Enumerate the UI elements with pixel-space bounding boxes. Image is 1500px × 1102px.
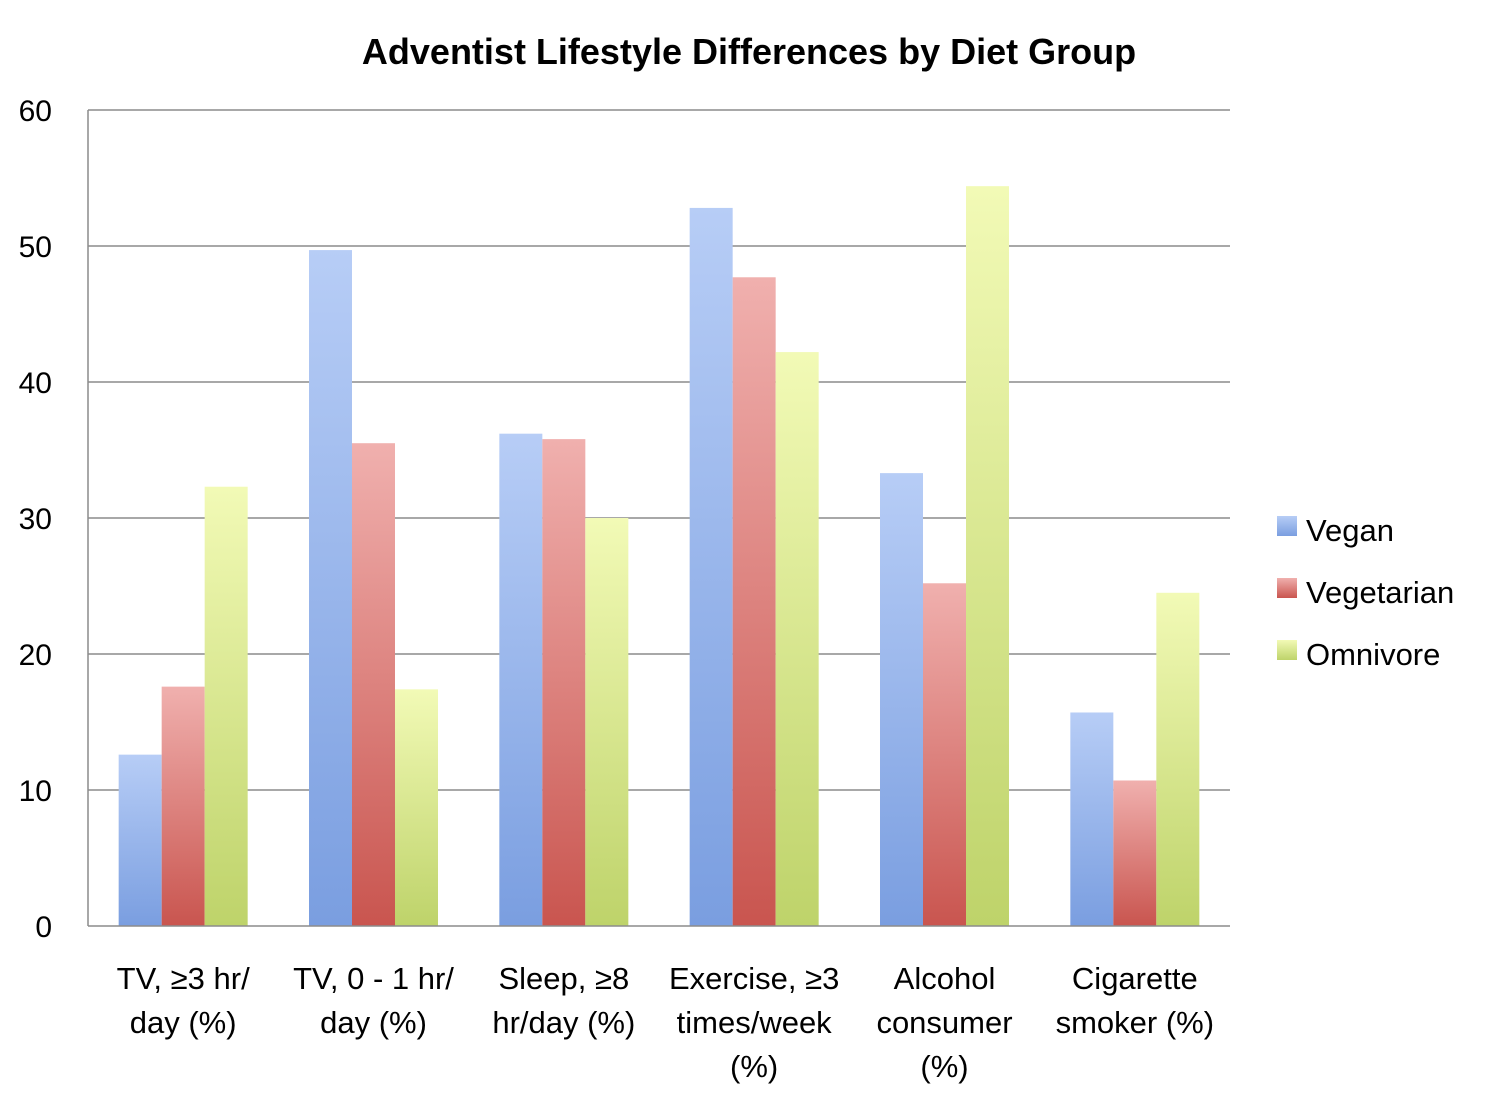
bar-omnivore-1: [395, 689, 438, 926]
bar-vegan-2: [499, 433, 543, 926]
legend-swatch-omnivore: [1277, 640, 1297, 660]
x-category-label: Sleep, ≥8 hr/day (%): [492, 961, 635, 1040]
x-category-label: Alcohol consumer (%): [876, 961, 1012, 1084]
x-category-label: TV, ≥3 hr/day (%): [117, 961, 250, 1040]
bar-vegetarian-1: [352, 443, 395, 926]
bar-omnivore-0: [204, 486, 248, 926]
bar-vegetarian-5: [1113, 780, 1157, 926]
bar-vegetarian-3: [732, 277, 776, 926]
bar-vegan-0: [118, 754, 162, 926]
y-tick-label: 60: [19, 95, 52, 128]
bar-vegan-4: [880, 473, 923, 926]
x-category-label: Exercise, ≥3 times/week (%): [669, 961, 839, 1084]
y-tick-label: 50: [19, 231, 52, 264]
bar-omnivore-5: [1156, 592, 1200, 926]
bar-omnivore-3: [775, 352, 819, 927]
bar-omnivore-2: [585, 518, 629, 926]
legend-swatch-vegetarian: [1277, 578, 1297, 598]
legend: Vegan Vegetarian Omnivore: [1277, 513, 1454, 672]
x-axis-categories: TV, ≥3 hr/day (%) TV, 0 - 1 hr/day (%) Sle…: [117, 961, 1214, 1084]
gridlines: [88, 109, 1230, 791]
bar-vegan-1: [309, 250, 352, 926]
x-category-label: TV, 0 - 1 hr/day (%): [293, 961, 454, 1040]
bars: [118, 186, 1200, 927]
y-tick-label: 20: [19, 639, 52, 672]
y-tick-label: 10: [19, 775, 52, 808]
legend-label-vegan: Vegan: [1306, 513, 1394, 548]
y-axis-ticks: 0 10 20 30 40 50 60: [19, 95, 52, 944]
legend-label-vegetarian: Vegetarian: [1306, 575, 1454, 610]
x-category-label: Cigarette smoker (%): [1056, 961, 1214, 1040]
y-tick-label: 40: [19, 367, 52, 400]
legend-label-omnivore: Omnivore: [1306, 637, 1440, 672]
bar-omnivore-4: [966, 186, 1009, 926]
chart-title: Adventist Lifestyle Differences by Diet …: [362, 31, 1136, 72]
bar-vegetarian-2: [542, 439, 586, 926]
axes: [87, 110, 1230, 927]
bar-vegan-3: [689, 207, 733, 927]
bar-vegetarian-4: [923, 583, 966, 926]
bar-vegetarian-0: [161, 686, 205, 926]
legend-swatch-vegan: [1277, 516, 1297, 536]
y-tick-label: 0: [35, 911, 52, 944]
y-tick-label: 30: [19, 503, 52, 536]
bar-vegan-5: [1070, 712, 1114, 926]
